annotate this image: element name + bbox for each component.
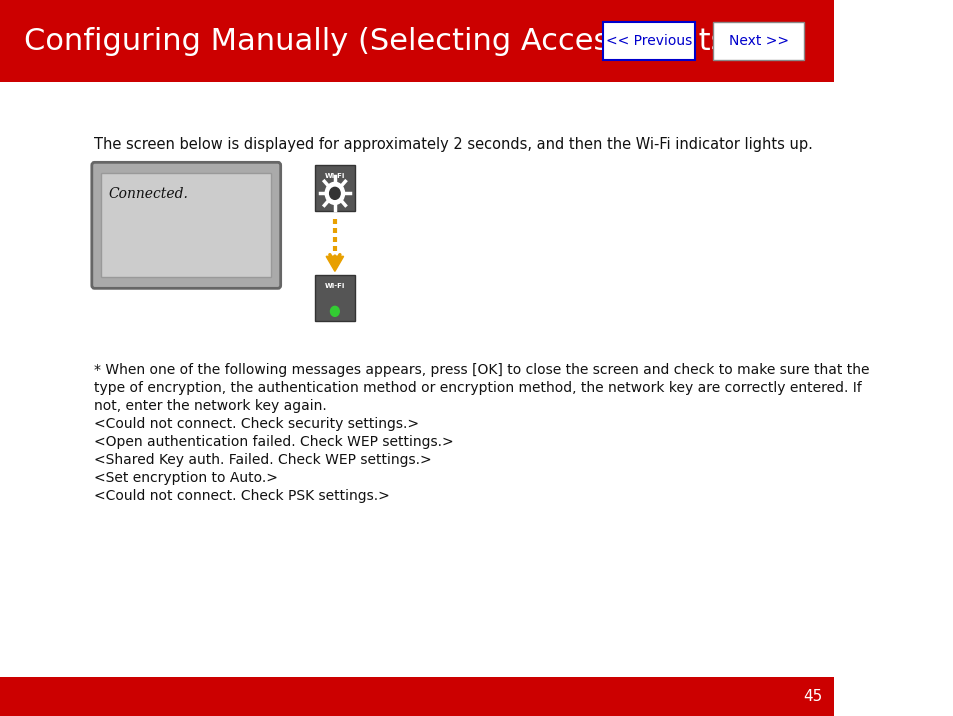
Text: <Could not connect. Check PSK settings.>: <Could not connect. Check PSK settings.> [94, 489, 390, 503]
Text: Wi-Fi: Wi-Fi [324, 173, 345, 179]
Bar [0, 0, 833, 82]
Text: not, enter the network key again.: not, enter the network key again. [94, 400, 327, 413]
Text: Configuring Manually (Selecting Access Points): Configuring Manually (Selecting Access P… [25, 26, 738, 56]
Text: << Previous: << Previous [605, 34, 692, 48]
Circle shape [330, 188, 340, 199]
Bar [101, 173, 271, 277]
Polygon shape [326, 256, 343, 271]
Text: Connected.: Connected. [109, 188, 188, 201]
FancyBboxPatch shape [91, 163, 280, 289]
Bar [0, 677, 833, 716]
Text: <Could not connect. Check security settings.>: <Could not connect. Check security setti… [94, 417, 419, 431]
FancyBboxPatch shape [602, 22, 695, 60]
Circle shape [325, 183, 344, 204]
Text: * When one of the following messages appears, press [OK] to close the screen and: * When one of the following messages app… [94, 363, 869, 377]
Text: <Shared Key auth. Failed. Check WEP settings.>: <Shared Key auth. Failed. Check WEP sett… [94, 453, 432, 468]
Bar [314, 165, 355, 211]
Text: <Set encryption to Auto.>: <Set encryption to Auto.> [94, 471, 278, 485]
Bar [314, 276, 355, 321]
Text: Next >>: Next >> [728, 34, 788, 48]
Text: The screen below is displayed for approximately 2 seconds, and then the Wi-Fi in: The screen below is displayed for approx… [94, 137, 813, 153]
Text: <Open authentication failed. Check WEP settings.>: <Open authentication failed. Check WEP s… [94, 435, 454, 450]
Text: 45: 45 [802, 689, 821, 704]
Text: type of encryption, the authentication method or encryption method, the network : type of encryption, the authentication m… [94, 382, 862, 395]
FancyBboxPatch shape [712, 22, 803, 60]
Text: Wi-Fi: Wi-Fi [324, 284, 345, 289]
Circle shape [330, 306, 339, 316]
